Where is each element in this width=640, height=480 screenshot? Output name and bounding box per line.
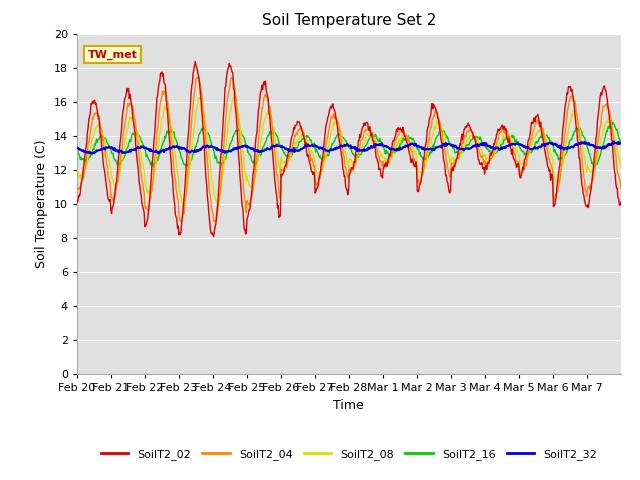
SoilT2_16 xyxy=(406,134,413,140)
SoilT2_08 xyxy=(285,157,293,163)
SoilT2_02 xyxy=(265,110,273,116)
SoilT2_04 xyxy=(73,182,81,188)
SoilT2_16 xyxy=(237,131,245,137)
SoilT2_02 xyxy=(285,147,293,153)
SoilT2_32 xyxy=(436,144,444,149)
SoilT2_04 xyxy=(406,146,414,152)
SoilT2_02 xyxy=(210,234,218,240)
SoilT2_16 xyxy=(608,119,616,125)
Line: SoilT2_08: SoilT2_08 xyxy=(77,97,621,205)
SoilT2_16 xyxy=(183,164,191,169)
SoilT2_16 xyxy=(73,146,81,152)
SoilT2_02 xyxy=(238,203,246,208)
SoilT2_02 xyxy=(73,198,81,204)
SoilT2_32 xyxy=(138,144,145,149)
SoilT2_08 xyxy=(238,142,246,148)
SoilT2_04 xyxy=(238,167,246,172)
SoilT2_08 xyxy=(137,150,145,156)
SoilT2_32 xyxy=(86,151,94,156)
SoilT2_32 xyxy=(610,139,618,144)
SoilT2_04 xyxy=(193,74,201,80)
SoilT2_02 xyxy=(437,134,445,140)
SoilT2_32 xyxy=(73,145,81,151)
SoilT2_16 xyxy=(137,136,145,142)
Line: SoilT2_02: SoilT2_02 xyxy=(77,61,621,237)
SoilT2_08 xyxy=(195,95,203,100)
SoilT2_04 xyxy=(177,219,185,225)
SoilT2_32 xyxy=(285,148,292,154)
SoilT2_32 xyxy=(237,144,245,150)
SoilT2_32 xyxy=(617,140,625,146)
Line: SoilT2_16: SoilT2_16 xyxy=(77,122,621,167)
SoilT2_32 xyxy=(406,142,413,147)
SoilT2_16 xyxy=(285,154,292,160)
SoilT2_02 xyxy=(137,190,145,196)
SoilT2_04 xyxy=(617,186,625,192)
SoilT2_08 xyxy=(179,202,187,208)
SoilT2_08 xyxy=(617,164,625,169)
SoilT2_08 xyxy=(73,167,81,173)
Y-axis label: Soil Temperature (C): Soil Temperature (C) xyxy=(35,140,48,268)
SoilT2_16 xyxy=(617,141,625,146)
SoilT2_08 xyxy=(406,141,414,146)
Title: Soil Temperature Set 2: Soil Temperature Set 2 xyxy=(262,13,436,28)
Text: TW_met: TW_met xyxy=(88,49,138,60)
SoilT2_04 xyxy=(285,152,293,157)
SoilT2_16 xyxy=(436,128,444,134)
SoilT2_08 xyxy=(265,110,273,116)
SoilT2_02 xyxy=(617,199,625,205)
Line: SoilT2_32: SoilT2_32 xyxy=(77,142,621,154)
SoilT2_08 xyxy=(437,120,445,126)
SoilT2_16 xyxy=(264,133,272,139)
SoilT2_32 xyxy=(264,146,272,152)
SoilT2_02 xyxy=(191,59,199,64)
SoilT2_02 xyxy=(406,153,414,158)
SoilT2_04 xyxy=(137,168,145,174)
Line: SoilT2_04: SoilT2_04 xyxy=(77,77,621,222)
X-axis label: Time: Time xyxy=(333,399,364,412)
SoilT2_04 xyxy=(437,124,445,130)
Legend: SoilT2_02, SoilT2_04, SoilT2_08, SoilT2_16, SoilT2_32: SoilT2_02, SoilT2_04, SoilT2_08, SoilT2_… xyxy=(96,444,602,464)
SoilT2_04 xyxy=(265,103,273,109)
